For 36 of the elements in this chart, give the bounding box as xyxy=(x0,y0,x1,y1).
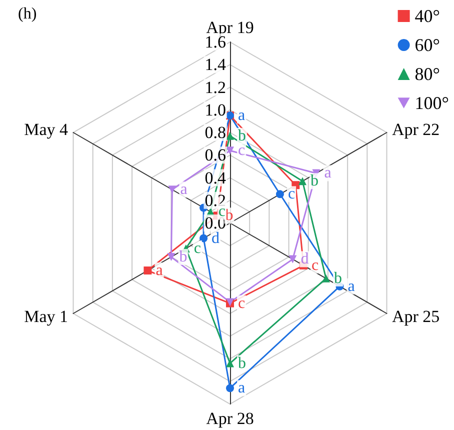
data-label: c xyxy=(288,186,296,203)
legend-label: 60° xyxy=(414,35,440,55)
y-tick-label: 0.8 xyxy=(204,123,226,142)
spoke-label: May 1 xyxy=(24,307,68,326)
data-label: d xyxy=(300,250,309,268)
y-tick-label: 1.0 xyxy=(204,100,226,120)
legend-label: 100° xyxy=(414,93,450,113)
y-tick-label: 0.4 xyxy=(204,168,226,188)
data-label: c xyxy=(311,256,319,274)
legend-label: 40° xyxy=(414,6,440,26)
spoke-label: Apr 28 xyxy=(206,409,254,428)
chart-title: (h) xyxy=(18,6,37,22)
data-label: d xyxy=(212,230,220,247)
data-label: b xyxy=(179,248,188,266)
legend-label: 80° xyxy=(414,64,440,84)
data-label: a xyxy=(180,181,188,198)
y-tick-label: 0.6 xyxy=(204,146,226,165)
data-label: a xyxy=(348,278,355,295)
data-label: b xyxy=(238,127,246,144)
data-label: b xyxy=(310,172,318,190)
data-label: a xyxy=(238,107,246,124)
spoke-label: Apr 22 xyxy=(392,120,440,139)
data-label: b xyxy=(238,354,246,372)
data-label: c xyxy=(238,294,246,312)
data-label: c xyxy=(238,142,246,160)
y-tick-label: 1.4 xyxy=(204,55,226,74)
y-tick-label: 0.2 xyxy=(204,190,226,210)
data-label: c xyxy=(194,240,202,257)
data-label: b xyxy=(334,270,342,287)
spoke-label: May 4 xyxy=(24,120,69,139)
data-label: a xyxy=(238,380,246,397)
y-tick-label: 1.2 xyxy=(204,78,226,97)
data-label: b xyxy=(225,207,234,224)
data-label: a xyxy=(156,262,163,280)
data-label: a xyxy=(324,164,332,182)
spoke-label: Apr 25 xyxy=(392,307,440,326)
